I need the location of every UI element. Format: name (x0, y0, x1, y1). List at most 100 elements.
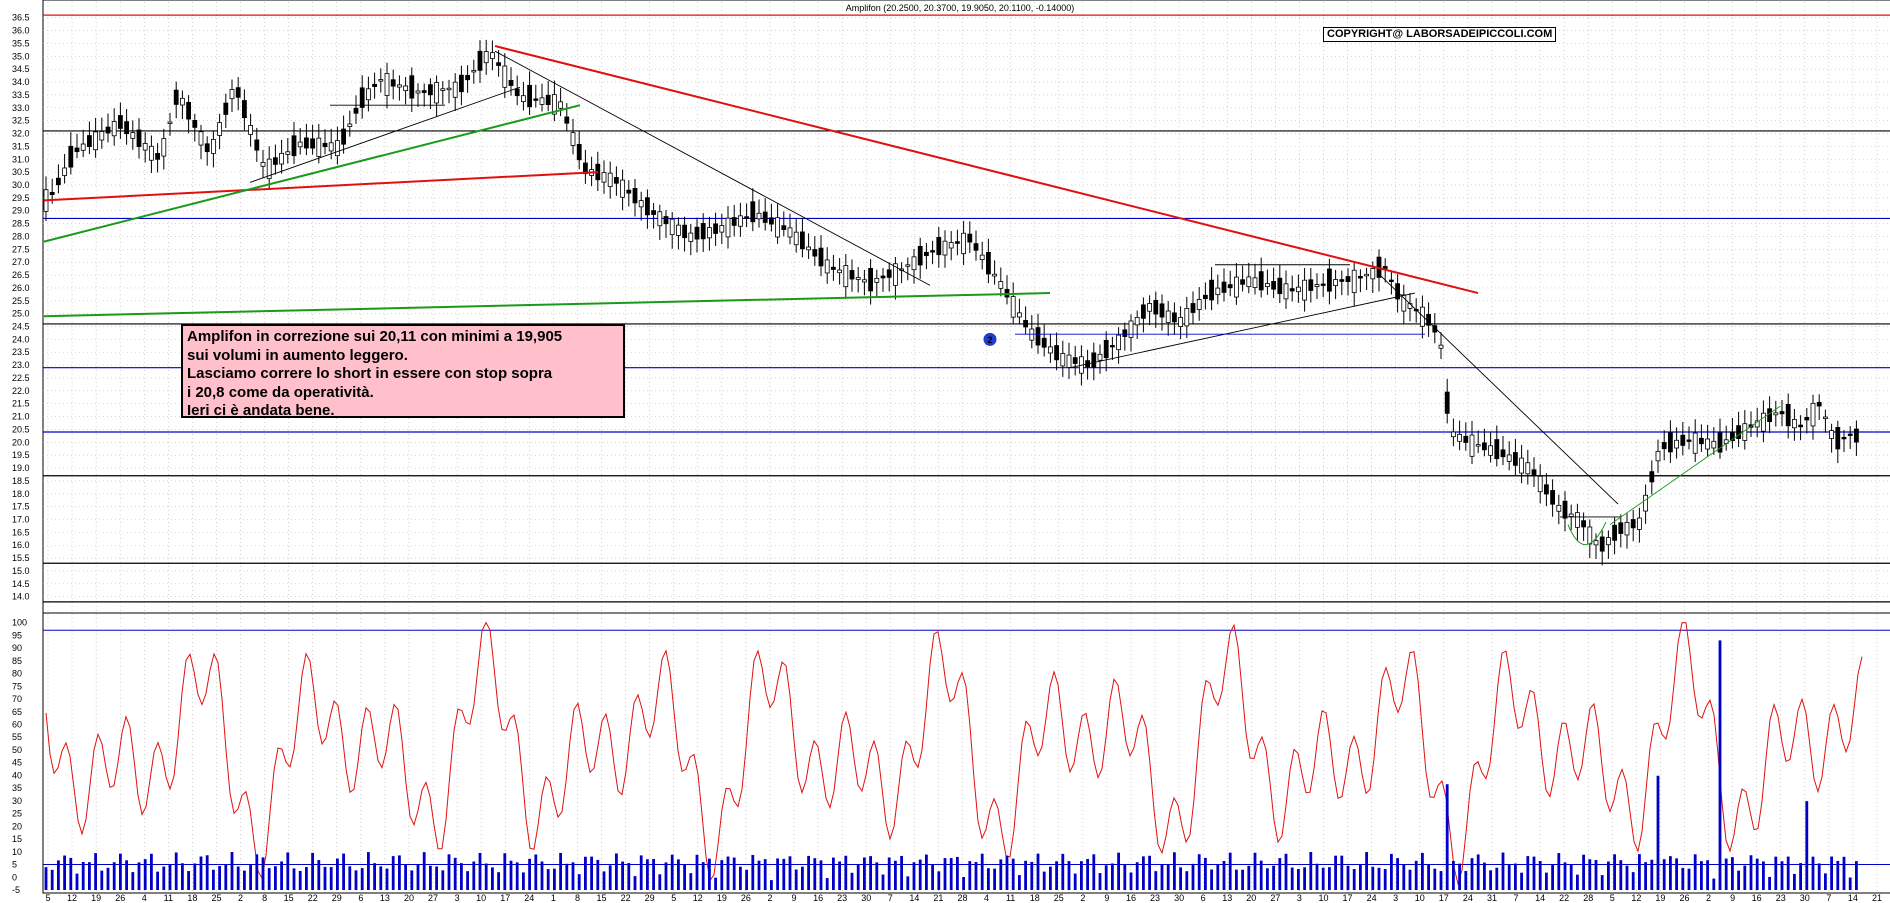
candle-body (136, 129, 142, 147)
candle-body (1686, 439, 1692, 442)
volume-bar (1309, 852, 1313, 890)
oscillator-tick-label: 50 (12, 745, 22, 755)
candle-body (1147, 303, 1152, 312)
volume-bar (373, 863, 376, 890)
candle-body (167, 121, 173, 124)
volume-bar (81, 861, 85, 890)
candle-body (1122, 329, 1128, 337)
oscillator-tick-label: 60 (12, 719, 22, 729)
candle-body (223, 102, 229, 115)
volume-bar (1067, 861, 1071, 890)
candle-body (489, 52, 495, 60)
candle-body (521, 95, 526, 103)
candle-body (353, 107, 359, 114)
volume-bar (69, 857, 73, 890)
candle-body (632, 188, 638, 204)
x-day-label: 5 (1610, 893, 1615, 903)
candle-body (1736, 425, 1741, 439)
volume-bar (763, 859, 767, 890)
candle-body (1612, 524, 1617, 541)
oscillator-tick-label: -5 (12, 885, 20, 895)
volume-bar (224, 864, 228, 890)
volume-bar (1315, 863, 1319, 890)
volume-bar (1613, 854, 1616, 890)
volume-bar (708, 858, 711, 890)
volume-bar (44, 867, 48, 890)
candle-body (1847, 433, 1853, 436)
candle-body (1475, 444, 1481, 447)
volume-bar (621, 861, 624, 890)
volume-bar (1743, 865, 1747, 890)
candle-body (1333, 279, 1338, 287)
red-resistance-line (494, 45, 1479, 295)
x-day-label: 31 (1487, 893, 1497, 903)
x-day-label: 3 (1297, 893, 1302, 903)
x-day-label: 12 (1631, 893, 1641, 903)
candle-body (1097, 353, 1103, 361)
volume-bar (119, 853, 122, 890)
x-day-label: 26 (741, 893, 751, 903)
x-day-label: 17 (1343, 893, 1353, 903)
candle-body (1451, 431, 1456, 438)
volume-bar (1799, 863, 1802, 890)
volume-bar (627, 863, 631, 890)
volume-bar (1377, 867, 1381, 890)
candle-body (1141, 304, 1146, 319)
candle-body (266, 158, 272, 180)
volume-bar (236, 866, 240, 890)
candle-body (688, 232, 694, 242)
price-tick-label-left: 19.0 (12, 463, 30, 473)
candle-body (1159, 303, 1165, 318)
volume-bar (125, 860, 128, 890)
candle-body (434, 82, 440, 104)
candle-body (1711, 440, 1717, 449)
candle-body (68, 145, 74, 168)
x-day-label: 30 (861, 893, 871, 903)
oscillator-tick-label: 100 (12, 618, 27, 628)
volume-bar (193, 863, 197, 890)
candle-body (1525, 462, 1531, 475)
candle-body (390, 79, 396, 87)
volume-bar (360, 868, 364, 890)
candle-body (1606, 537, 1611, 546)
price-tick-label-left: 18.0 (12, 489, 30, 499)
x-day-label: 28 (1583, 893, 1593, 903)
volume-bar (1848, 877, 1852, 890)
volume-bar (453, 857, 457, 890)
price-tick-label-left: 30.0 (12, 180, 30, 190)
candle-body (235, 87, 241, 98)
volume-bar (1191, 863, 1195, 890)
candle-body (1494, 439, 1500, 460)
candle-body (558, 101, 563, 109)
volume-bar (863, 857, 866, 890)
volume-bar (1619, 860, 1623, 890)
candle-body (601, 172, 607, 183)
volume-bar (1346, 865, 1350, 890)
candle-body (341, 128, 347, 145)
volume-bar (342, 853, 345, 890)
candle-body (893, 263, 898, 286)
x-day-label: 5 (45, 893, 50, 903)
x-day-label: 16 (813, 893, 823, 903)
volume-bar (1086, 858, 1089, 890)
volume-bar (1117, 852, 1120, 890)
price-tick-label-left: 21.5 (12, 399, 30, 409)
volume-bar (1445, 784, 1449, 890)
price-tick-label-left: 26.0 (12, 283, 30, 293)
candle-body (179, 97, 185, 106)
candle-body (1178, 316, 1183, 327)
candle-body (756, 212, 762, 220)
x-day-label: 21 (1872, 893, 1882, 903)
price-tick-label-left: 35.5 (12, 38, 30, 48)
oscillator-tick-label: 90 (12, 643, 22, 653)
x-day-label: 18 (1030, 893, 1040, 903)
candle-body (279, 152, 285, 165)
candle-body (787, 227, 793, 238)
candle-body (192, 120, 198, 128)
candle-body (1730, 431, 1735, 442)
x-day-label: 19 (1655, 893, 1665, 903)
volume-bar (1452, 861, 1455, 890)
volume-bar (1501, 852, 1505, 890)
volume-bar (1297, 868, 1300, 890)
